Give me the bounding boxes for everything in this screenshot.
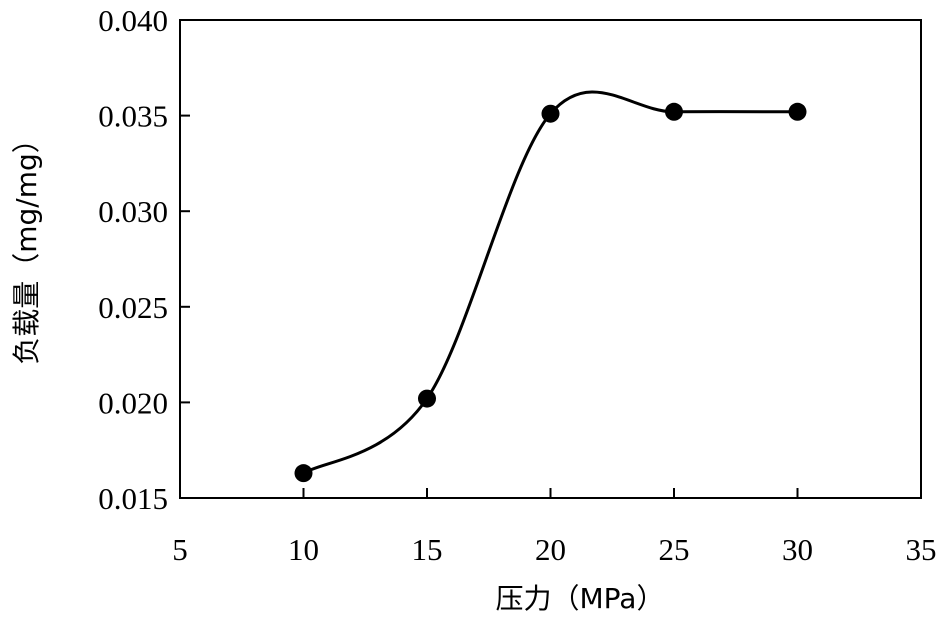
- data-point: [789, 103, 807, 121]
- data-points: [295, 103, 807, 482]
- x-axis-ticks: 5 10 15 20 25 30 35: [172, 488, 936, 567]
- y-tick-label: 0.040: [98, 3, 168, 38]
- data-point: [665, 103, 683, 121]
- x-tick-label: 20: [535, 532, 566, 567]
- y-tick-label: 0.015: [98, 481, 168, 516]
- data-point: [542, 105, 560, 123]
- y-tick-label: 0.020: [98, 385, 168, 420]
- data-point: [418, 390, 436, 408]
- y-axis-title: 负载量（mg/mg）: [10, 125, 43, 365]
- x-tick-label: 35: [906, 532, 937, 567]
- y-tick-label: 0.035: [98, 99, 168, 134]
- x-tick-label: 10: [288, 532, 319, 567]
- x-tick-label: 25: [659, 532, 690, 567]
- x-tick-label: 5: [172, 532, 188, 567]
- y-tick-label: 0.030: [98, 194, 168, 229]
- y-axis-ticks: 0.015 0.020 0.025 0.030 0.035 0.040: [98, 3, 190, 516]
- plot-frame: [180, 20, 921, 498]
- x-tick-label: 15: [412, 532, 443, 567]
- series-line: [304, 92, 798, 473]
- data-point: [295, 464, 313, 482]
- y-tick-label: 0.025: [98, 290, 168, 325]
- x-axis-title: 压力（MPa）: [496, 582, 665, 615]
- x-tick-label: 30: [782, 532, 813, 567]
